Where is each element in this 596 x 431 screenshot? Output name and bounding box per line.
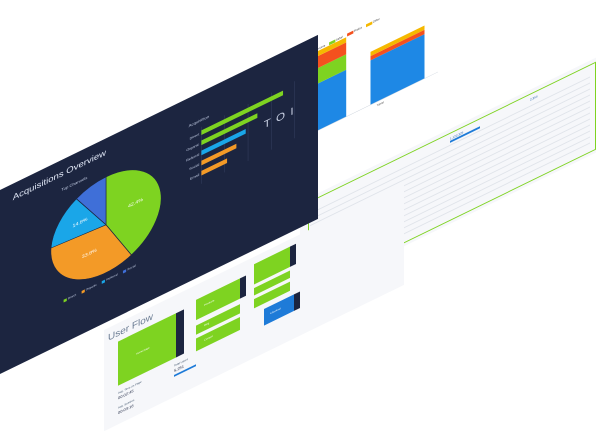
pie-slice	[76, 176, 107, 226]
stacked-bar-segment	[370, 25, 425, 57]
stacked-bar-segment	[370, 34, 425, 105]
bar-label: Referral	[186, 153, 199, 163]
flow-node-checkout-label: Checkout	[270, 307, 281, 316]
flow-node-products-tab	[240, 275, 246, 299]
bar-label: Email	[190, 173, 199, 181]
pie-slice	[50, 224, 132, 280]
flow-node-contact-label: Contact	[204, 334, 213, 342]
acquisition-bar	[201, 129, 246, 156]
bar-label: Social	[189, 163, 199, 171]
channels-pie-chart: 42.4%33.8%14.8%	[50, 169, 162, 280]
flow-node-home-label: Home page	[136, 346, 150, 356]
pie-slice	[105, 169, 162, 256]
flow-node-home-tab	[176, 309, 184, 358]
acquisition-bar	[201, 143, 237, 166]
flow-node-3a-tab	[290, 243, 296, 267]
stacked-bar-segment	[370, 29, 425, 61]
acquisition-bar	[201, 158, 228, 176]
acquisition-bar	[201, 90, 284, 136]
flow-node-blog-label: Blog	[204, 321, 210, 328]
acquisition-bar	[201, 113, 258, 146]
flow-node-checkout-tab	[294, 291, 300, 311]
bar-label: Direct	[190, 133, 200, 141]
bar-label: Organic	[186, 143, 199, 153]
dashboard-collage: Mobile and Tablet Visits Tablet and Mobi…	[0, 16, 596, 416]
flow-node-products-label: Products	[204, 299, 215, 307]
acquisitions-card: Acquisitions Overview Top Channels Acqui…	[0, 34, 318, 374]
